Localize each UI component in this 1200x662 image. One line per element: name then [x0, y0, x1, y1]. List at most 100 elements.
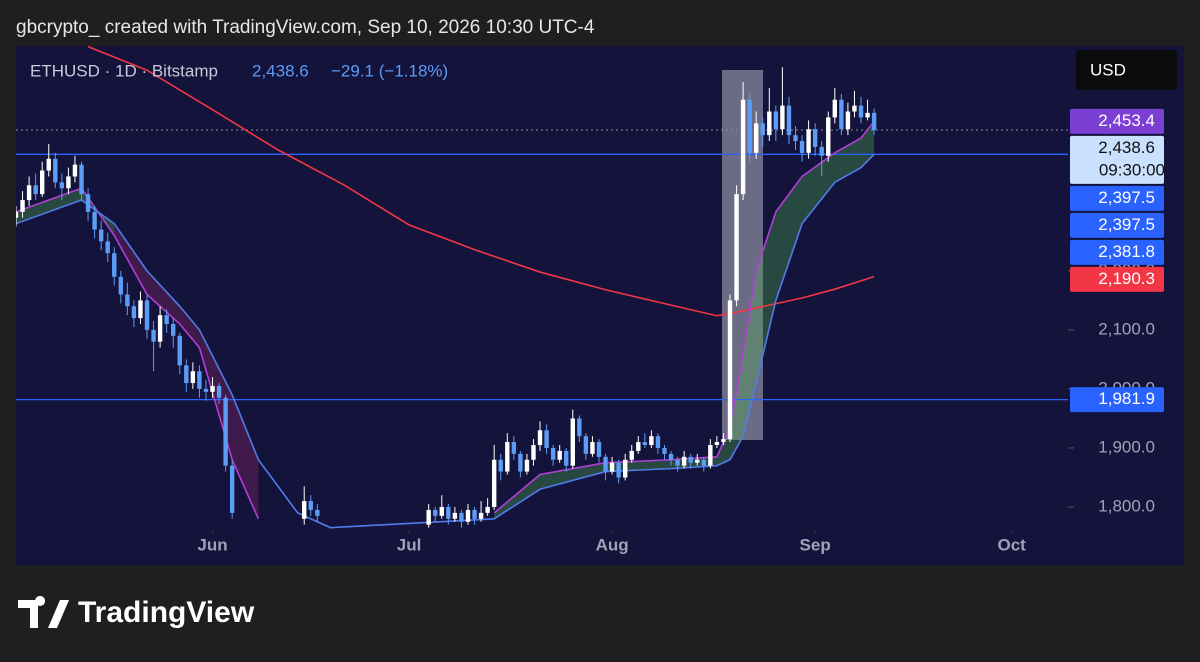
- ribbon: [716, 427, 730, 466]
- candle-body: [223, 397, 228, 466]
- candle-body: [688, 456, 693, 463]
- candle-body: [852, 105, 857, 112]
- price-label: [1070, 266, 1164, 292]
- candle-body: [695, 459, 700, 463]
- candle-body: [564, 450, 569, 466]
- candle-body: [98, 229, 104, 242]
- candle-body: [590, 442, 595, 454]
- candle-body: [701, 459, 706, 466]
- candle-body: [649, 436, 654, 446]
- candle-body: [793, 135, 798, 142]
- candle-body: [85, 194, 91, 212]
- indicator-line: [16, 153, 875, 529]
- x-tick-label: Aug: [596, 535, 629, 554]
- candle-body: [616, 462, 621, 478]
- x-tick-label: Jul: [397, 535, 422, 554]
- x-tick-label: Oct: [997, 535, 1026, 554]
- y-tick-label: 1,900.0: [1098, 437, 1155, 456]
- candle-body: [871, 112, 877, 131]
- candle-body: [157, 315, 163, 342]
- ribbon: [834, 138, 862, 183]
- candle-body: [210, 385, 215, 392]
- candle-body: [478, 512, 484, 519]
- candle-body: [302, 501, 307, 519]
- price-label-countdown: 09:30:00: [1099, 160, 1165, 179]
- price-label: [1070, 135, 1164, 184]
- candle-body: [66, 176, 71, 189]
- ribbon: [729, 353, 744, 460]
- candle-body: [485, 506, 490, 513]
- candle-body: [164, 315, 169, 325]
- candle-body: [229, 465, 235, 513]
- candle-body: [819, 146, 824, 156]
- candle-body: [433, 509, 438, 516]
- candle-body: [760, 123, 765, 136]
- price-axis: 1,800.01,900.02,000.02,100.02,200.02,453…: [1068, 108, 1165, 515]
- candle-body: [131, 306, 137, 319]
- y-tick-label: 1,800.0: [1098, 496, 1155, 515]
- y-tick-label: 2,100.0: [1098, 319, 1155, 338]
- candle-body: [459, 512, 464, 522]
- candle-body: [308, 501, 313, 510]
- candle-body: [171, 324, 176, 336]
- currency-button[interactable]: [1076, 50, 1177, 90]
- candle-body: [786, 105, 792, 136]
- candle-body: [446, 506, 451, 519]
- logo: TradingView: [18, 596, 255, 629]
- indicator-line: [87, 46, 875, 317]
- candle-body: [603, 456, 608, 472]
- candle-body: [773, 111, 779, 130]
- candle-body: [20, 200, 25, 212]
- candle-body: [72, 164, 78, 177]
- credit: gbcrypto_ created with TradingView.com, …: [16, 17, 595, 38]
- candle-body: [596, 442, 602, 457]
- candle-body: [570, 418, 575, 466]
- candle-body: [498, 459, 503, 472]
- price-label: [1070, 108, 1164, 134]
- candle-body: [138, 300, 143, 319]
- candle-body: [59, 182, 65, 189]
- ribbon: [540, 462, 606, 490]
- candle-body: [505, 442, 510, 472]
- candle-body: [184, 365, 189, 384]
- candle-body: [177, 335, 182, 366]
- candle-body: [472, 509, 477, 519]
- price-label-text: 2,190.3: [1098, 269, 1155, 288]
- candle-body: [655, 436, 661, 448]
- brand: TradingView: [78, 596, 255, 629]
- candle-body: [636, 442, 641, 451]
- ribbon: [756, 211, 776, 384]
- candle-body: [583, 436, 589, 454]
- candle-body: [46, 158, 51, 171]
- candle-body: [747, 99, 752, 153]
- candle-body: [197, 371, 202, 389]
- candle-body: [537, 430, 543, 446]
- currency[interactable]: USD: [1090, 60, 1126, 79]
- candle-body: [465, 509, 471, 522]
- candle-body: [622, 459, 628, 478]
- candle-body: [544, 430, 549, 448]
- candle-body: [151, 329, 156, 342]
- ribbon: [16, 188, 82, 224]
- ribbon: [232, 394, 259, 519]
- price-label-text: 2,397.5: [1098, 215, 1155, 234]
- candle-body: [53, 158, 58, 183]
- candle-body: [806, 129, 811, 153]
- price-label-text: 1,981.9: [1098, 389, 1155, 408]
- price-label-text: 2,381.8: [1098, 242, 1155, 261]
- candle-body: [216, 385, 222, 398]
- candle-body: [518, 453, 523, 472]
- candle-body: [144, 300, 150, 330]
- candle-body: [681, 456, 687, 466]
- candle-body: [105, 241, 110, 254]
- candle-body: [491, 459, 497, 507]
- ribbon: [494, 474, 541, 519]
- candle-body: [577, 418, 582, 437]
- candle-body: [839, 99, 844, 130]
- candle-body: [118, 276, 124, 295]
- candle-body: [675, 459, 680, 466]
- price-label: [1070, 185, 1164, 211]
- x-tick-label: Sep: [800, 535, 831, 554]
- candle-body: [203, 388, 209, 392]
